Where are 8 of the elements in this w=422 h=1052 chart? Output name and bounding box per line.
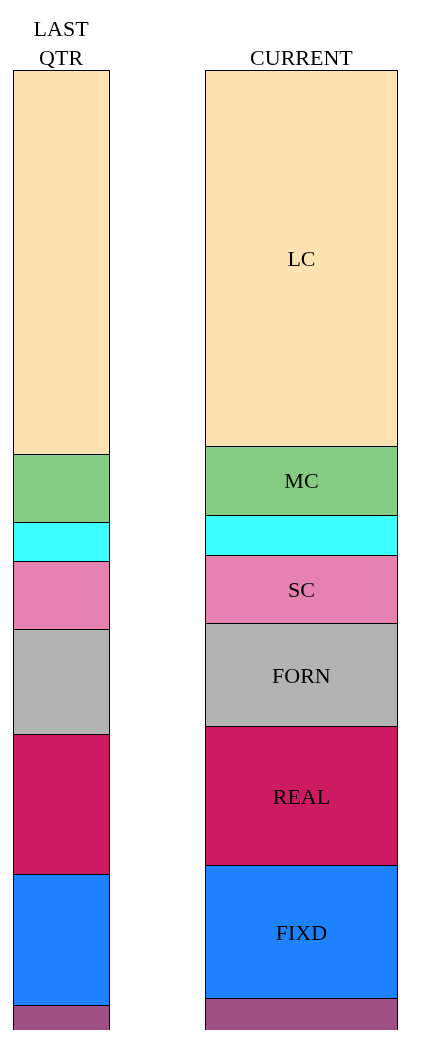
series-label: FORN: [272, 662, 331, 688]
series-label: REAL: [272, 783, 331, 809]
x-tick-label: CURRENT: [250, 44, 354, 70]
series-label: SC: [287, 577, 315, 603]
series-label: FIXD: [275, 919, 328, 945]
series-label: MC: [284, 468, 319, 494]
series-label: LC: [287, 245, 316, 271]
x-tick-label: LAST QTR: [33, 16, 90, 70]
